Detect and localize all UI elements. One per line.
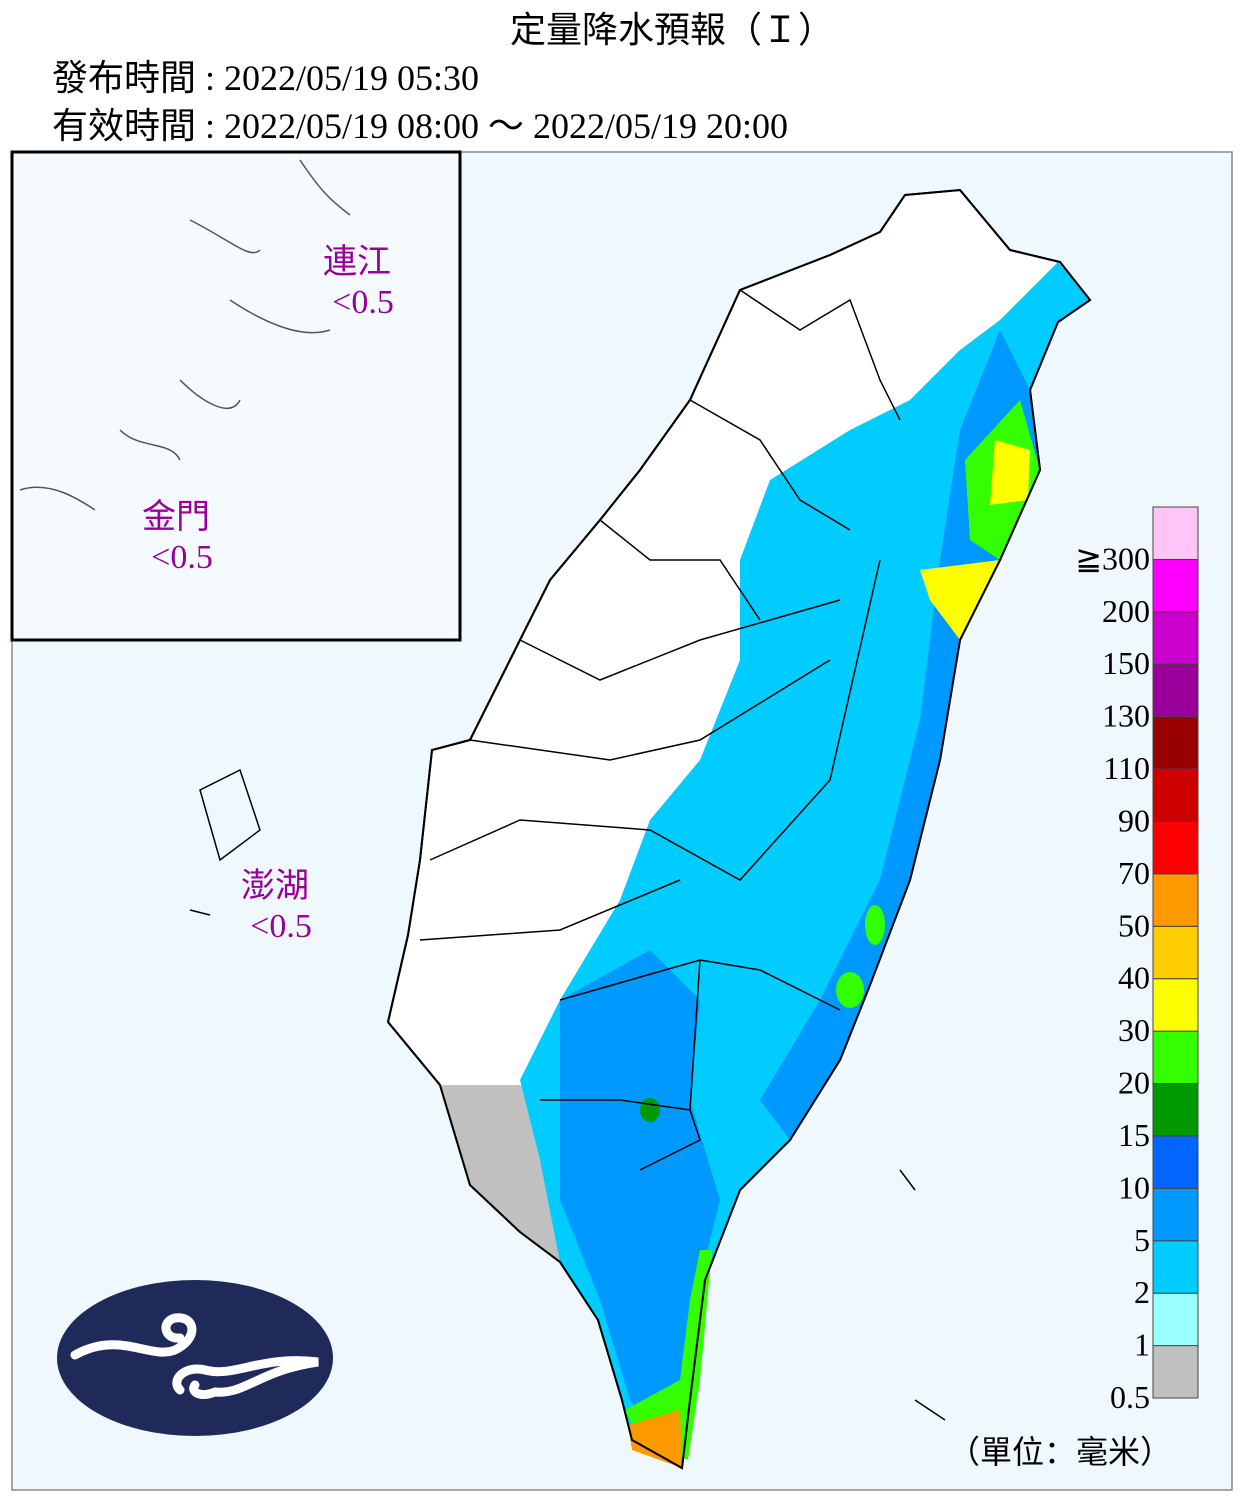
valid-time: 有效時間 : 2022/05/19 08:00 ～ 2022/05/19 20:… (52, 106, 788, 146)
cwb-logo (57, 1280, 333, 1436)
legend-label: 10 (1118, 1169, 1150, 1205)
legend-swatch (1152, 1083, 1199, 1137)
legend-swatch (1152, 716, 1199, 770)
legend-swatch (1152, 1030, 1199, 1085)
legend-swatch (1152, 978, 1199, 1032)
legend-label: 5 (1134, 1222, 1150, 1258)
legend-swatch (1152, 1187, 1199, 1242)
region-name: 連江 (323, 243, 391, 281)
region-name: 金門 (142, 498, 210, 536)
legend-swatch (1152, 611, 1199, 665)
legend-label: 200 (1102, 593, 1150, 629)
issue-time: 發布時間 : 2022/05/19 05:30 (52, 58, 479, 98)
unit-label: （單位：毫米） (948, 1434, 1172, 1470)
china-coast (19, 159, 351, 511)
legend-label: 20 (1118, 1065, 1150, 1101)
legend-label: 30 (1118, 1012, 1150, 1048)
legend-swatch (1152, 925, 1199, 980)
legend-label: 130 (1102, 698, 1150, 734)
legend-label: 2 (1134, 1274, 1150, 1310)
islands (189, 768, 946, 1421)
legend-label: 90 (1118, 802, 1150, 838)
region-value: <0.5 (250, 908, 312, 945)
legend-label: 110 (1103, 750, 1150, 786)
legend-swatch (1152, 1345, 1199, 1399)
legend-swatch (1152, 873, 1199, 927)
legend-label: 0.5 (1110, 1379, 1150, 1415)
legend-label: 15 (1118, 1117, 1150, 1153)
legend-label: ≧300 (1075, 540, 1150, 576)
legend-label: 1 (1134, 1327, 1150, 1363)
legend-swatch (1152, 820, 1199, 875)
legend-swatch (1152, 558, 1199, 613)
legend-swatch (1152, 663, 1199, 718)
region-value: <0.5 (332, 284, 394, 321)
legend-swatch (1152, 768, 1199, 822)
legend-label: 50 (1118, 907, 1150, 943)
legend-swatch (1152, 1135, 1199, 1189)
taiwan (386, 188, 1092, 1470)
legend-label: 70 (1118, 855, 1150, 891)
region-value: <0.5 (151, 539, 213, 576)
legend-swatch (1152, 506, 1199, 560)
title: 定量降水預報（Ｉ） (510, 10, 834, 50)
legend-swatch (1152, 1240, 1199, 1294)
inset-frame (10, 150, 462, 642)
region-name: 澎湖 (241, 867, 309, 905)
legend-label: 40 (1118, 960, 1150, 996)
legend-swatch (1152, 1292, 1199, 1347)
legend-label: 150 (1102, 645, 1150, 681)
